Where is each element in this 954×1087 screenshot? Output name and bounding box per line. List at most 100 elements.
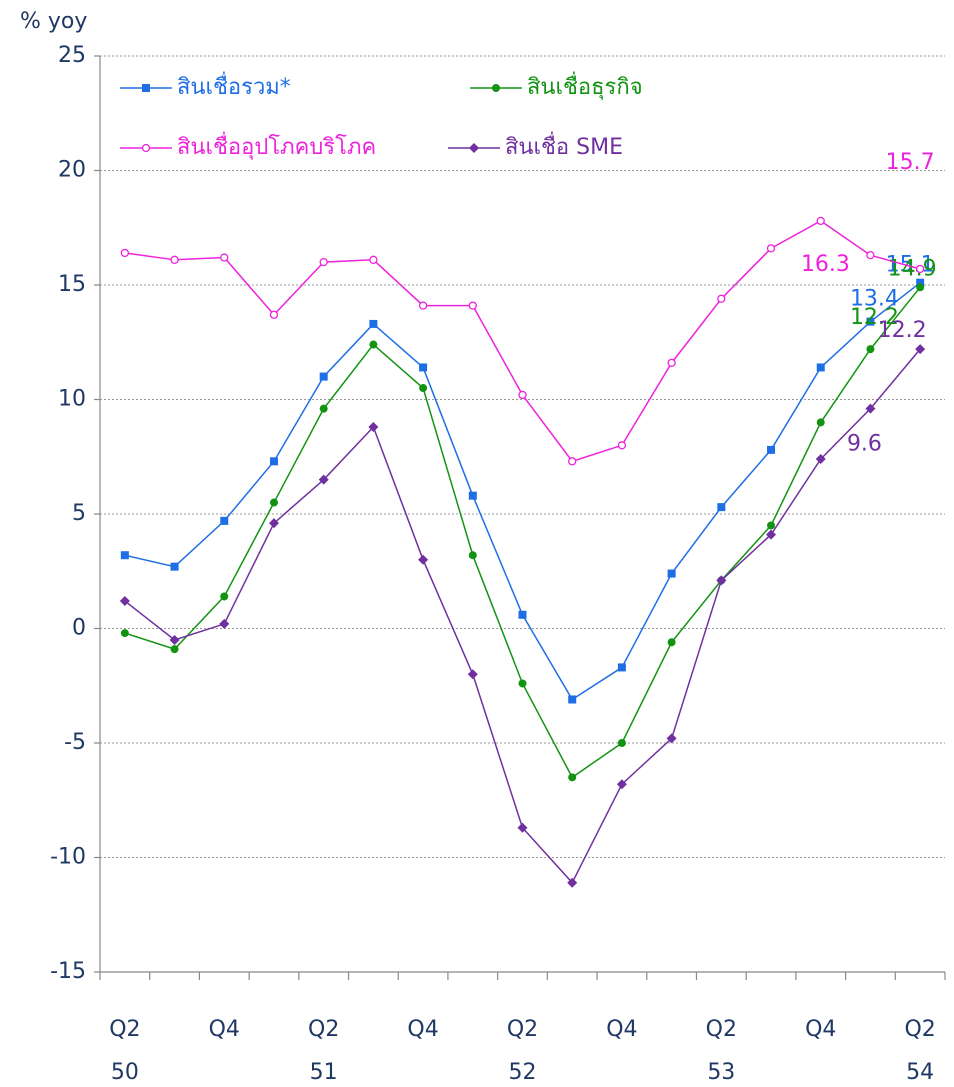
data-point bbox=[568, 695, 577, 704]
y-tick-label: 10 bbox=[58, 387, 86, 412]
data-point bbox=[568, 457, 577, 466]
data-point bbox=[269, 310, 279, 319]
data-point bbox=[170, 255, 179, 264]
data-point bbox=[467, 669, 478, 680]
x-year-label: 54 bbox=[906, 1060, 934, 1085]
data-point bbox=[468, 491, 477, 500]
legend-marker bbox=[142, 84, 150, 92]
data-point bbox=[318, 474, 329, 485]
data-label: 16.3 bbox=[801, 252, 850, 277]
legend-label: สินเชื่อธุรกิจ bbox=[527, 71, 643, 100]
data-point bbox=[766, 244, 776, 253]
data-point bbox=[816, 363, 825, 372]
data-point bbox=[319, 257, 328, 267]
data-point bbox=[120, 629, 129, 638]
x-year-label: 50 bbox=[111, 1060, 139, 1085]
data-point bbox=[319, 372, 328, 381]
x-year-label: 51 bbox=[310, 1060, 338, 1085]
x-tick-label: Q2 bbox=[904, 1017, 935, 1042]
data-point bbox=[517, 822, 528, 833]
data-point bbox=[666, 733, 677, 744]
data-point bbox=[567, 877, 578, 888]
data-label: 12.2 bbox=[850, 305, 899, 330]
x-tick-label: Q2 bbox=[507, 1017, 538, 1042]
x-tick-label: Q4 bbox=[805, 1017, 836, 1042]
data-point bbox=[219, 618, 230, 629]
data-point bbox=[766, 529, 777, 540]
data-point bbox=[518, 390, 527, 400]
data-point bbox=[269, 498, 278, 507]
y-tick-label: 25 bbox=[58, 43, 86, 68]
data-point bbox=[319, 404, 328, 413]
x-year-label: 52 bbox=[509, 1060, 537, 1085]
data-point bbox=[816, 216, 825, 226]
data-point bbox=[767, 445, 776, 454]
data-point bbox=[767, 521, 776, 530]
y-tick-label: -15 bbox=[50, 959, 86, 984]
data-label: 9.6 bbox=[847, 432, 882, 457]
data-point bbox=[717, 503, 726, 512]
data-point bbox=[120, 248, 130, 258]
data-point bbox=[170, 645, 179, 654]
series-line bbox=[124, 282, 921, 701]
data-point bbox=[617, 663, 626, 672]
x-tick-label: Q2 bbox=[308, 1017, 339, 1042]
y-tick-label: -10 bbox=[50, 845, 86, 870]
data-point bbox=[120, 551, 129, 560]
data-point bbox=[368, 421, 379, 432]
data-point bbox=[119, 596, 130, 607]
data-point bbox=[419, 363, 428, 372]
data-point bbox=[518, 610, 527, 619]
data-label: 14.9 bbox=[888, 256, 937, 281]
data-point bbox=[865, 403, 876, 414]
data-point bbox=[717, 294, 726, 303]
data-point bbox=[369, 255, 378, 264]
data-label: 15.1 bbox=[886, 253, 935, 278]
data-point bbox=[518, 679, 527, 688]
legend-marker bbox=[469, 143, 479, 153]
y-tick-label: 20 bbox=[58, 158, 86, 183]
data-point bbox=[268, 518, 279, 529]
data-label: 13.4 bbox=[850, 287, 899, 312]
data-point bbox=[916, 278, 925, 287]
data-point bbox=[419, 384, 428, 393]
data-label: 12.2 bbox=[878, 318, 927, 343]
data-point bbox=[916, 283, 925, 292]
legend-label: สินเชื่ออุปโภคบริโภค bbox=[177, 131, 376, 160]
data-point bbox=[816, 418, 825, 427]
x-tick-label: Q4 bbox=[407, 1017, 438, 1042]
x-tick-label: Q4 bbox=[606, 1017, 637, 1042]
series-line bbox=[124, 286, 921, 779]
data-point bbox=[418, 301, 428, 310]
data-point bbox=[468, 301, 477, 310]
data-point bbox=[866, 345, 875, 354]
y-tick-label: -5 bbox=[64, 730, 86, 755]
data-point bbox=[616, 779, 627, 790]
x-year-label: 53 bbox=[707, 1060, 735, 1085]
data-point bbox=[369, 340, 378, 349]
data-point bbox=[220, 253, 229, 262]
data-point bbox=[667, 638, 676, 647]
legend-label: สินเชื่อรวม* bbox=[177, 71, 291, 100]
data-point bbox=[169, 634, 180, 645]
data-point bbox=[269, 457, 278, 466]
data-point bbox=[617, 739, 626, 747]
legend-marker bbox=[141, 143, 151, 153]
data-point bbox=[568, 773, 577, 782]
data-point bbox=[915, 264, 925, 274]
data-point bbox=[220, 592, 229, 601]
data-point bbox=[468, 551, 477, 560]
legend-label: สินเชื่อ SME bbox=[505, 131, 623, 160]
data-point bbox=[866, 317, 875, 326]
x-tick-label: Q4 bbox=[209, 1017, 240, 1042]
data-point bbox=[667, 358, 676, 368]
y-tick-label: 15 bbox=[58, 272, 86, 297]
data-point bbox=[418, 554, 429, 565]
y-tick-label: 5 bbox=[72, 501, 86, 526]
y-tick-label: 0 bbox=[72, 616, 86, 641]
data-point bbox=[667, 569, 676, 578]
data-point bbox=[815, 454, 826, 465]
data-point bbox=[220, 516, 229, 525]
legend-marker bbox=[492, 84, 500, 92]
